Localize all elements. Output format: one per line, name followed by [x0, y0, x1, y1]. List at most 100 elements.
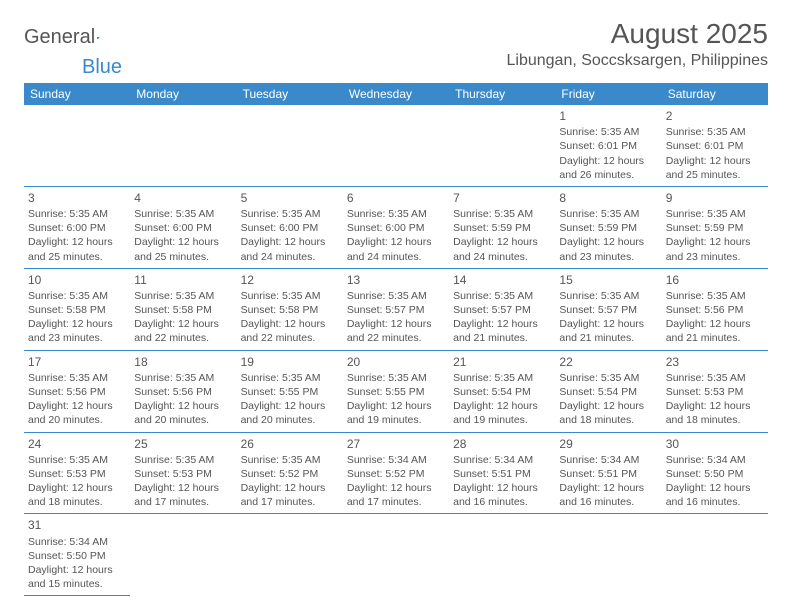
day-detail: and 24 minutes. — [453, 250, 551, 264]
weekday-header: Wednesday — [343, 83, 449, 105]
day-detail: and 26 minutes. — [559, 168, 657, 182]
day-detail: Sunset: 5:58 PM — [28, 303, 126, 317]
calendar-cell — [555, 514, 661, 596]
day-number: 17 — [28, 354, 126, 370]
day-detail: Daylight: 12 hours — [666, 399, 764, 413]
day-detail: Daylight: 12 hours — [347, 481, 445, 495]
day-detail: Sunrise: 5:35 AM — [241, 289, 339, 303]
day-detail: Sunset: 5:55 PM — [241, 385, 339, 399]
day-detail: Sunset: 5:53 PM — [28, 467, 126, 481]
calendar-cell: 12Sunrise: 5:35 AMSunset: 5:58 PMDayligh… — [237, 268, 343, 350]
calendar-cell: 29Sunrise: 5:34 AMSunset: 5:51 PMDayligh… — [555, 432, 661, 514]
day-detail: Daylight: 12 hours — [347, 235, 445, 249]
day-detail: Daylight: 12 hours — [559, 399, 657, 413]
calendar-cell: 11Sunrise: 5:35 AMSunset: 5:58 PMDayligh… — [130, 268, 236, 350]
calendar-cell — [662, 514, 768, 596]
day-number: 15 — [559, 272, 657, 288]
calendar-cell: 16Sunrise: 5:35 AMSunset: 5:56 PMDayligh… — [662, 268, 768, 350]
day-detail: Sunset: 5:50 PM — [666, 467, 764, 481]
calendar-cell: 14Sunrise: 5:35 AMSunset: 5:57 PMDayligh… — [449, 268, 555, 350]
day-detail: Daylight: 12 hours — [666, 154, 764, 168]
calendar-cell: 20Sunrise: 5:35 AMSunset: 5:55 PMDayligh… — [343, 350, 449, 432]
calendar-cell — [130, 105, 236, 186]
day-number: 30 — [666, 436, 764, 452]
calendar-cell: 28Sunrise: 5:34 AMSunset: 5:51 PMDayligh… — [449, 432, 555, 514]
day-detail: Sunrise: 5:35 AM — [559, 371, 657, 385]
day-number: 27 — [347, 436, 445, 452]
calendar-cell: 9Sunrise: 5:35 AMSunset: 5:59 PMDaylight… — [662, 186, 768, 268]
day-detail: Sunrise: 5:35 AM — [134, 207, 232, 221]
calendar-cell: 23Sunrise: 5:35 AMSunset: 5:53 PMDayligh… — [662, 350, 768, 432]
day-detail: and 15 minutes. — [28, 577, 126, 591]
day-detail: and 24 minutes. — [347, 250, 445, 264]
day-detail: Sunset: 5:59 PM — [559, 221, 657, 235]
day-number: 13 — [347, 272, 445, 288]
day-detail: and 16 minutes. — [453, 495, 551, 509]
calendar-cell: 4Sunrise: 5:35 AMSunset: 6:00 PMDaylight… — [130, 186, 236, 268]
day-detail: Sunset: 5:57 PM — [559, 303, 657, 317]
day-detail: Sunset: 6:00 PM — [347, 221, 445, 235]
day-detail: Daylight: 12 hours — [28, 317, 126, 331]
weekday-header: Saturday — [662, 83, 768, 105]
calendar-cell: 17Sunrise: 5:35 AMSunset: 5:56 PMDayligh… — [24, 350, 130, 432]
calendar-row: 3Sunrise: 5:35 AMSunset: 6:00 PMDaylight… — [24, 186, 768, 268]
day-detail: Daylight: 12 hours — [559, 481, 657, 495]
day-detail: Sunset: 6:00 PM — [241, 221, 339, 235]
day-number: 25 — [134, 436, 232, 452]
day-number: 5 — [241, 190, 339, 206]
calendar-cell: 7Sunrise: 5:35 AMSunset: 5:59 PMDaylight… — [449, 186, 555, 268]
calendar-row: 17Sunrise: 5:35 AMSunset: 5:56 PMDayligh… — [24, 350, 768, 432]
calendar-row: 10Sunrise: 5:35 AMSunset: 5:58 PMDayligh… — [24, 268, 768, 350]
day-detail: Daylight: 12 hours — [347, 317, 445, 331]
day-detail: Sunset: 5:51 PM — [453, 467, 551, 481]
day-detail: Sunset: 5:57 PM — [453, 303, 551, 317]
day-detail: Sunset: 6:00 PM — [134, 221, 232, 235]
calendar-cell — [343, 105, 449, 186]
day-detail: Sunrise: 5:35 AM — [559, 207, 657, 221]
day-detail: Sunset: 5:56 PM — [28, 385, 126, 399]
day-detail: and 18 minutes. — [666, 413, 764, 427]
day-detail: Sunrise: 5:35 AM — [28, 289, 126, 303]
calendar-cell — [449, 105, 555, 186]
calendar-cell: 31Sunrise: 5:34 AMSunset: 5:50 PMDayligh… — [24, 514, 130, 596]
day-number: 29 — [559, 436, 657, 452]
day-detail: Sunrise: 5:35 AM — [241, 371, 339, 385]
day-detail: and 22 minutes. — [347, 331, 445, 345]
day-detail: Daylight: 12 hours — [559, 235, 657, 249]
day-detail: Sunrise: 5:35 AM — [134, 371, 232, 385]
logo-text-1: General — [24, 26, 95, 49]
day-detail: Daylight: 12 hours — [241, 317, 339, 331]
day-detail: Sunrise: 5:35 AM — [559, 289, 657, 303]
day-detail: Daylight: 12 hours — [134, 235, 232, 249]
day-detail: Sunset: 5:52 PM — [241, 467, 339, 481]
day-detail: Daylight: 12 hours — [28, 563, 126, 577]
calendar-cell: 5Sunrise: 5:35 AMSunset: 6:00 PMDaylight… — [237, 186, 343, 268]
calendar-table: Sunday Monday Tuesday Wednesday Thursday… — [24, 83, 768, 596]
calendar-cell: 3Sunrise: 5:35 AMSunset: 6:00 PMDaylight… — [24, 186, 130, 268]
day-detail: and 23 minutes. — [28, 331, 126, 345]
day-number: 9 — [666, 190, 764, 206]
flag-icon — [97, 31, 100, 45]
calendar-cell: 2Sunrise: 5:35 AMSunset: 6:01 PMDaylight… — [662, 105, 768, 186]
day-number: 10 — [28, 272, 126, 288]
day-detail: Daylight: 12 hours — [453, 317, 551, 331]
day-detail: Sunrise: 5:35 AM — [28, 371, 126, 385]
weekday-header: Tuesday — [237, 83, 343, 105]
day-number: 22 — [559, 354, 657, 370]
day-detail: Daylight: 12 hours — [666, 235, 764, 249]
calendar-row: 31Sunrise: 5:34 AMSunset: 5:50 PMDayligh… — [24, 514, 768, 596]
day-detail: Sunset: 5:54 PM — [453, 385, 551, 399]
day-detail: and 21 minutes. — [666, 331, 764, 345]
day-number: 14 — [453, 272, 551, 288]
day-detail: and 20 minutes. — [28, 413, 126, 427]
day-detail: Daylight: 12 hours — [347, 399, 445, 413]
day-detail: Sunset: 6:00 PM — [28, 221, 126, 235]
day-number: 11 — [134, 272, 232, 288]
day-detail: Sunrise: 5:35 AM — [28, 207, 126, 221]
day-detail: Sunrise: 5:35 AM — [666, 371, 764, 385]
weekday-header: Friday — [555, 83, 661, 105]
day-detail: Sunrise: 5:35 AM — [453, 207, 551, 221]
day-detail: and 25 minutes. — [28, 250, 126, 264]
calendar-cell — [343, 514, 449, 596]
day-detail: Daylight: 12 hours — [134, 399, 232, 413]
